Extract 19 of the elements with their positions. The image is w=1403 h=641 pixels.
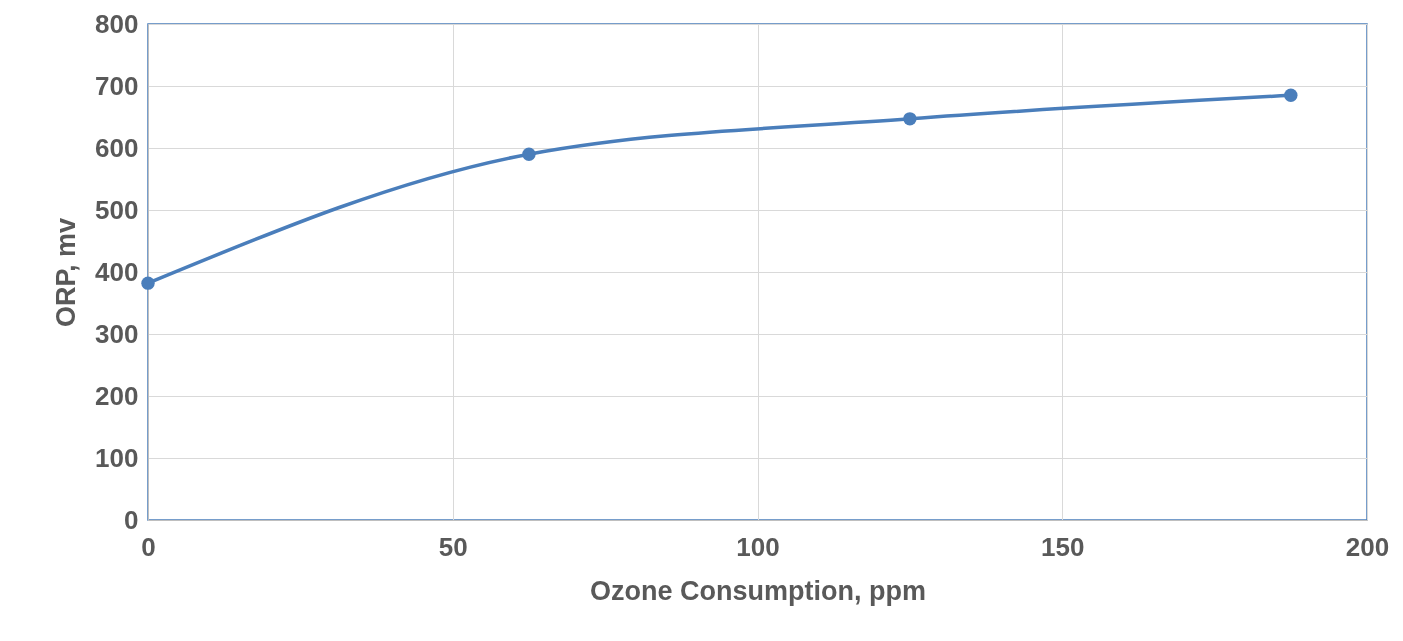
- y-tick-label: 100: [95, 442, 139, 473]
- x-tick-label: 150: [1041, 531, 1085, 562]
- y-axis-title: ORP, mv: [51, 217, 82, 328]
- x-tick-label: 100: [736, 531, 780, 562]
- x-axis-title: Ozone Consumption, ppm: [590, 575, 926, 606]
- y-tick-label: 200: [95, 380, 139, 411]
- y-tick-label: 400: [95, 256, 139, 287]
- y-tick-label: 500: [95, 194, 139, 225]
- y-tick-label: 600: [95, 132, 139, 163]
- y-tick-label: 700: [95, 70, 139, 101]
- point: [141, 276, 155, 290]
- y-tick-label: 800: [95, 8, 139, 39]
- x-tick-label: 200: [1345, 531, 1390, 562]
- y-tick-label: 300: [95, 318, 139, 349]
- point: [522, 147, 536, 161]
- point: [903, 112, 917, 126]
- x-tick-label: 50: [438, 531, 468, 562]
- y-tick-label: 0: [124, 504, 139, 535]
- point: [1284, 88, 1298, 102]
